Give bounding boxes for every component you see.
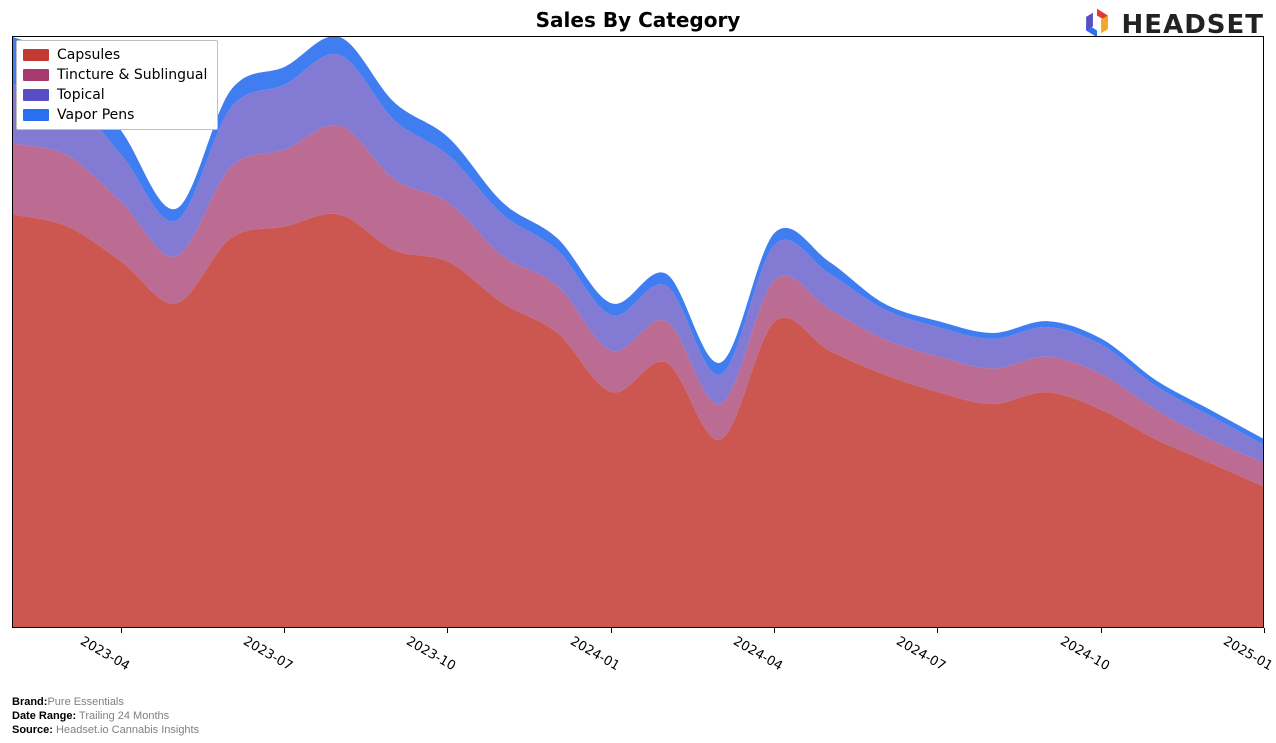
x-tick [774,628,775,633]
legend-swatch [23,89,49,101]
chart-container: Sales By Category HEADSET 2023-042023-07… [0,0,1276,743]
legend-label: Vapor Pens [57,107,134,123]
x-axis: 2023-04 2023-07 2023-10 2024-01 2024-04 2024-… [12,628,1264,688]
x-tick-label: 2023-07 [241,634,296,674]
legend-item: Capsules [23,45,207,65]
legend-label: Topical [57,87,105,103]
footer-brand: Brand:Pure Essentials [12,695,199,709]
x-tick [284,628,285,633]
x-tick [1264,628,1265,633]
x-tick-label: 2024-10 [1057,634,1112,674]
x-tick [121,628,122,633]
chart-footer: Brand:Pure Essentials Date Range: Traili… [12,695,199,737]
footer-date-range: Date Range: Trailing 24 Months [12,709,199,723]
x-tick-label: 2023-10 [404,634,459,674]
legend-item: Tincture & Sublingual [23,65,207,85]
x-tick-label: 2023-04 [77,634,132,674]
x-tick [447,628,448,633]
legend-swatch [23,49,49,61]
legend-label: Tincture & Sublingual [57,67,207,83]
x-tick-label: 2025-01 [1221,634,1276,674]
legend: Capsules Tincture & Sublingual Topical V… [16,40,218,130]
x-tick-label: 2024-01 [567,634,622,674]
x-tick [1101,628,1102,633]
footer-source: Source: Headset.io Cannabis Insights [12,723,199,737]
x-tick [611,628,612,633]
x-tick-label: 2024-07 [894,634,949,674]
legend-item: Vapor Pens [23,105,207,125]
x-tick-label: 2024-04 [731,634,786,674]
x-tick [937,628,938,633]
legend-swatch [23,109,49,121]
legend-swatch [23,69,49,81]
legend-label: Capsules [57,47,120,63]
legend-item: Topical [23,85,207,105]
